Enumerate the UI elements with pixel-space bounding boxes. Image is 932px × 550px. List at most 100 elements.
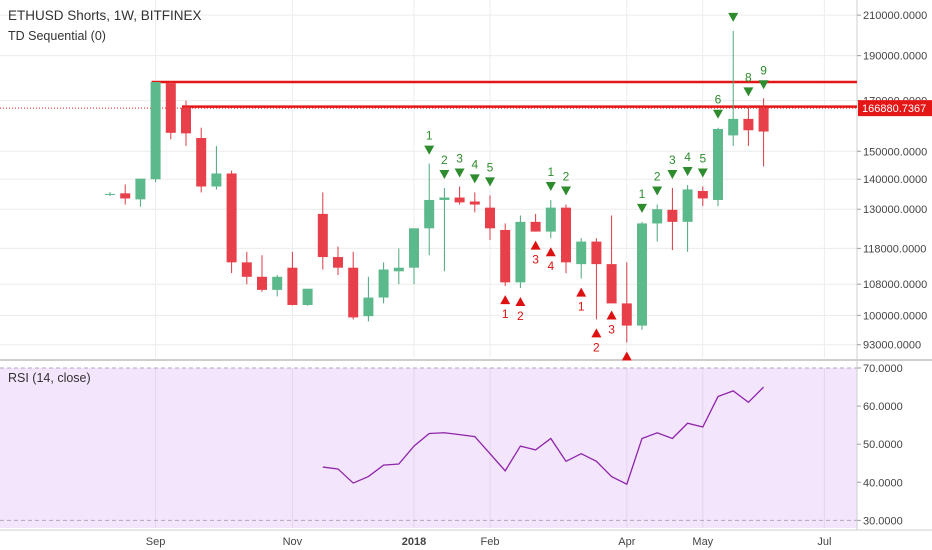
td-buy-count: 2 <box>563 170 570 184</box>
price-tick-label: 118000.0000 <box>863 243 926 255</box>
time-axis-label: May <box>692 536 713 548</box>
td-sell-marker <box>621 351 632 361</box>
time-axis-label: Nov <box>283 536 303 548</box>
time-axis-label: 2018 <box>402 536 426 548</box>
rsi-tick-label: 70.0000 <box>863 363 903 375</box>
td-buy-count: 8 <box>745 70 752 84</box>
td-buy-marker <box>758 80 769 90</box>
price-tick-label: 108000.0000 <box>863 279 927 291</box>
candle-body <box>165 83 176 133</box>
price-tick-label: 190000.0000 <box>863 51 927 63</box>
candle-body <box>743 118 754 131</box>
td-buy-marker <box>545 181 556 191</box>
rsi-series-line <box>322 386 765 486</box>
td-sell-count: 1 <box>578 300 585 314</box>
td-buy-count: 4 <box>471 157 478 171</box>
candle-body <box>105 193 115 195</box>
td-buy-marker <box>697 168 708 178</box>
candle-body <box>135 178 146 200</box>
td-buy-marker <box>743 87 754 97</box>
candle-body <box>697 190 708 199</box>
candle-body <box>317 213 328 258</box>
price-tick-label: 150000.0000 <box>863 146 927 158</box>
candle-body <box>667 209 678 222</box>
candle-body <box>515 221 526 283</box>
td-sell-marker <box>606 310 617 320</box>
price-tick-label: 100000.0000 <box>863 310 927 322</box>
candle-body <box>485 207 495 229</box>
rsi-label[interactable]: RSI (14, close) <box>8 371 91 385</box>
rsi-tick-label: 60.0000 <box>863 401 903 413</box>
time-axis-label: Feb <box>481 536 500 548</box>
candle-body <box>196 138 207 187</box>
candle-body <box>272 276 283 290</box>
td-buy-count: 1 <box>639 187 646 201</box>
td-buy-count: 2 <box>654 170 661 184</box>
price-tick-label: 130000.0000 <box>863 204 927 216</box>
candle-body <box>500 229 511 283</box>
td-buy-marker <box>728 12 739 22</box>
td-buy-count: 5 <box>487 160 494 174</box>
candle-body <box>728 118 739 136</box>
candle-body <box>424 199 435 229</box>
td-buy-marker <box>485 177 495 187</box>
td-buy-marker <box>439 169 450 179</box>
candle-body <box>378 269 389 298</box>
td-sell-count: 3 <box>608 322 615 336</box>
candle-body <box>682 189 693 222</box>
td-buy-count: 1 <box>426 129 433 143</box>
td-buy-marker <box>561 186 571 196</box>
rsi-tick-label: 30.0000 <box>863 515 903 527</box>
td-buy-count: 2 <box>441 153 448 167</box>
candle-body <box>211 173 222 187</box>
price-tick-label: 93000.0000 <box>863 340 921 352</box>
candle-body <box>439 197 450 200</box>
candle-body <box>637 223 647 326</box>
td-buy-count: 9 <box>760 63 767 77</box>
candle-body <box>226 173 237 263</box>
td-sell-marker <box>530 240 541 250</box>
td-sell-marker <box>591 328 602 338</box>
candle-body <box>287 267 298 305</box>
td-buy-count: 1 <box>547 165 554 179</box>
td-buy-marker <box>637 203 647 213</box>
td-buy-count: 3 <box>456 151 463 165</box>
candle-body <box>150 82 161 180</box>
price-tick-label: 210000.0000 <box>863 10 927 22</box>
candle-body <box>257 276 267 290</box>
td-buy-marker <box>667 169 678 179</box>
candle-body <box>561 207 571 263</box>
candle-body <box>652 209 663 224</box>
td-buy-marker <box>682 167 693 177</box>
candle-body <box>713 128 723 200</box>
candle-body <box>348 267 359 318</box>
time-axis-label: Apr <box>618 536 635 548</box>
candle-body <box>454 197 465 203</box>
td-sell-marker <box>576 287 587 297</box>
td-buy-count: 4 <box>684 150 691 164</box>
last-price-label: 166880.7367 <box>862 103 926 115</box>
rsi-tick-label: 40.0000 <box>863 477 903 489</box>
candle-body <box>241 262 252 277</box>
td-sell-marker <box>515 296 526 306</box>
candle-body <box>621 303 632 326</box>
time-axis-label: Sep <box>146 536 166 548</box>
td-buy-count: 3 <box>669 153 676 167</box>
rsi-tick-label: 50.0000 <box>863 439 903 451</box>
rsi-panel-background <box>0 368 857 528</box>
indicator-label[interactable]: TD Sequential (0) <box>8 29 106 43</box>
td-buy-count: 6 <box>715 93 722 107</box>
candle-body <box>302 288 313 305</box>
candle-body <box>393 267 404 272</box>
td-sell-count: 3 <box>532 253 539 267</box>
candle-body <box>758 107 769 132</box>
candle-body <box>333 257 343 268</box>
td-sell-count: 2 <box>593 340 600 354</box>
td-sell-marker <box>500 295 511 305</box>
candle-body <box>409 228 419 268</box>
td-buy-marker <box>713 109 723 119</box>
candle-body <box>606 264 617 304</box>
td-sell-count: 1 <box>502 307 509 321</box>
symbol-title[interactable]: ETHUSD Shorts, 1W, BITFINEX <box>8 8 202 23</box>
